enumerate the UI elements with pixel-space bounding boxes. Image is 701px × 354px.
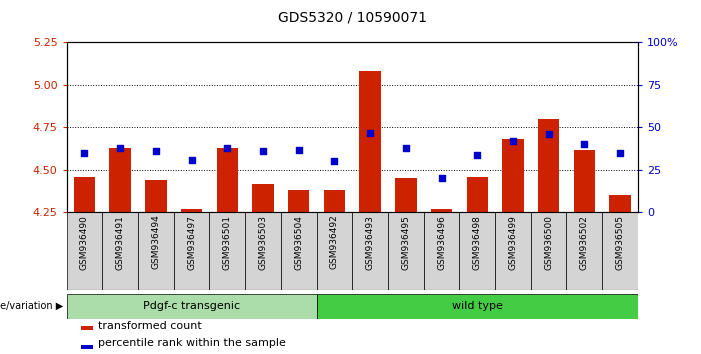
Bar — [145, 180, 167, 212]
Text: genotype/variation ▶: genotype/variation ▶ — [0, 301, 63, 311]
Bar — [102, 212, 138, 290]
Bar — [317, 294, 638, 319]
Text: GSM936490: GSM936490 — [80, 215, 89, 270]
Text: GSM936491: GSM936491 — [116, 215, 125, 270]
Bar — [67, 294, 317, 319]
Point — [436, 176, 447, 181]
Text: transformed count: transformed count — [98, 321, 202, 331]
Text: GSM936499: GSM936499 — [508, 215, 517, 270]
Point — [150, 148, 161, 154]
Text: wild type: wild type — [451, 301, 503, 311]
Point — [472, 152, 483, 158]
Bar — [602, 212, 638, 290]
Text: GDS5320 / 10590071: GDS5320 / 10590071 — [278, 11, 427, 25]
Bar — [566, 212, 602, 290]
Bar — [573, 149, 595, 212]
Bar — [288, 190, 309, 212]
Bar — [388, 212, 423, 290]
Bar — [459, 212, 495, 290]
Text: GSM936503: GSM936503 — [259, 215, 268, 270]
Bar — [502, 139, 524, 212]
Point — [508, 138, 519, 144]
Bar — [324, 190, 345, 212]
Bar — [210, 212, 245, 290]
Text: GSM936492: GSM936492 — [330, 215, 339, 269]
Text: GSM936502: GSM936502 — [580, 215, 589, 270]
Bar — [252, 183, 273, 212]
Bar — [81, 345, 93, 349]
Text: percentile rank within the sample: percentile rank within the sample — [98, 338, 286, 348]
Text: Pdgf-c transgenic: Pdgf-c transgenic — [143, 301, 240, 311]
Bar — [609, 195, 631, 212]
Bar — [423, 212, 459, 290]
Text: GSM936505: GSM936505 — [615, 215, 625, 270]
Bar — [360, 72, 381, 212]
Text: GSM936498: GSM936498 — [472, 215, 482, 270]
Bar — [217, 148, 238, 212]
Bar — [81, 326, 93, 330]
Bar — [531, 212, 566, 290]
Point — [79, 150, 90, 156]
Point — [186, 157, 197, 162]
Point — [543, 131, 554, 137]
Bar — [67, 212, 102, 290]
Point — [293, 147, 304, 152]
Point — [329, 159, 340, 164]
Bar — [538, 119, 559, 212]
Bar — [466, 177, 488, 212]
Text: GSM936496: GSM936496 — [437, 215, 446, 270]
Bar — [395, 178, 416, 212]
Text: GSM936500: GSM936500 — [544, 215, 553, 270]
Text: GSM936494: GSM936494 — [151, 215, 161, 269]
Text: GSM936501: GSM936501 — [223, 215, 232, 270]
Bar — [495, 212, 531, 290]
Point — [579, 142, 590, 147]
Bar — [138, 212, 174, 290]
Bar — [74, 177, 95, 212]
Text: GSM936493: GSM936493 — [366, 215, 374, 270]
Bar — [245, 212, 281, 290]
Point — [114, 145, 125, 151]
Text: GSM936495: GSM936495 — [401, 215, 410, 270]
Point — [615, 150, 626, 156]
Text: GSM936504: GSM936504 — [294, 215, 304, 270]
Bar — [174, 212, 210, 290]
Bar — [431, 209, 452, 212]
Bar — [281, 212, 317, 290]
Point — [365, 130, 376, 135]
Point — [257, 148, 268, 154]
Bar — [317, 212, 352, 290]
Text: GSM936497: GSM936497 — [187, 215, 196, 270]
Bar — [352, 212, 388, 290]
Bar — [181, 209, 203, 212]
Point — [400, 145, 411, 151]
Bar — [109, 148, 131, 212]
Point — [222, 145, 233, 151]
